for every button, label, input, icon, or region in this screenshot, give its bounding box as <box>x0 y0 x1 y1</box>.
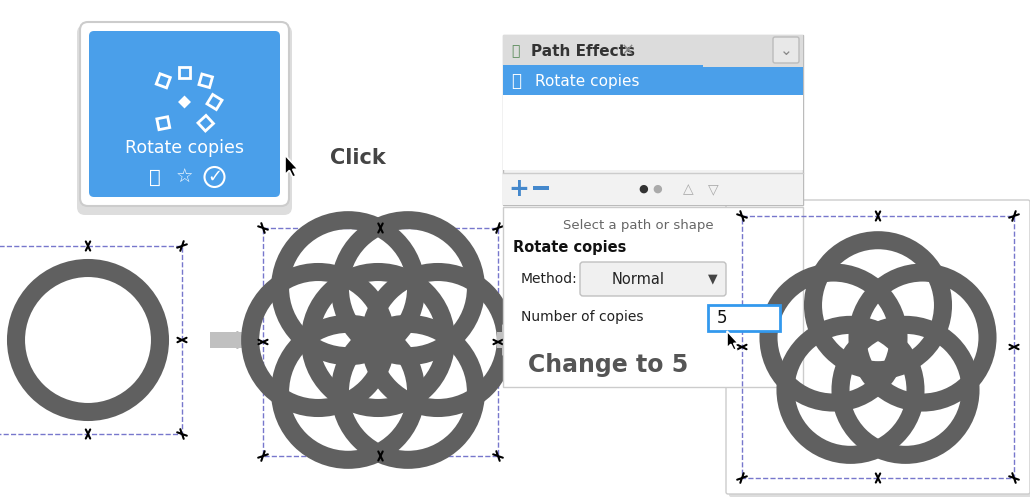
Text: Method:: Method: <box>521 272 578 286</box>
Text: 👁: 👁 <box>511 72 521 90</box>
Text: Number of copies: Number of copies <box>521 310 644 324</box>
Text: ▼: ▼ <box>709 272 718 285</box>
Polygon shape <box>179 97 190 107</box>
Text: ☆: ☆ <box>176 168 194 187</box>
Text: ×: × <box>621 42 634 60</box>
FancyBboxPatch shape <box>726 200 1030 494</box>
Text: ⌄: ⌄ <box>780 42 792 57</box>
Text: Rotate copies: Rotate copies <box>125 139 244 157</box>
Text: ⓘ: ⓘ <box>148 168 161 187</box>
Text: ✓: ✓ <box>207 168 222 186</box>
Text: +: + <box>509 177 529 201</box>
Bar <box>263 228 497 456</box>
Bar <box>503 35 803 67</box>
Bar <box>0 246 182 434</box>
Text: Path Effects: Path Effects <box>531 43 636 58</box>
Text: ●: ● <box>639 184 648 194</box>
Text: Rotate copies: Rotate copies <box>513 240 626 254</box>
Text: ▽: ▽ <box>708 182 718 196</box>
FancyBboxPatch shape <box>503 207 803 387</box>
Text: Click: Click <box>330 148 386 168</box>
Text: △: △ <box>683 182 693 196</box>
FancyBboxPatch shape <box>772 37 799 63</box>
Text: 🖌: 🖌 <box>511 44 519 58</box>
FancyBboxPatch shape <box>77 25 291 215</box>
Text: 5: 5 <box>717 309 727 327</box>
Text: Change to 5: Change to 5 <box>527 353 688 377</box>
Bar <box>533 186 549 190</box>
FancyBboxPatch shape <box>580 262 726 296</box>
Text: Normal: Normal <box>612 271 664 286</box>
Bar <box>503 173 803 205</box>
FancyBboxPatch shape <box>503 35 803 205</box>
Polygon shape <box>727 331 739 350</box>
Bar <box>503 67 803 95</box>
Polygon shape <box>285 155 299 177</box>
Text: Rotate copies: Rotate copies <box>535 73 640 88</box>
FancyBboxPatch shape <box>729 203 1030 497</box>
Text: ●: ● <box>652 184 662 194</box>
Bar <box>742 216 1014 478</box>
Bar <box>503 67 803 170</box>
FancyBboxPatch shape <box>80 22 289 206</box>
FancyBboxPatch shape <box>89 31 280 197</box>
Bar <box>503 65 703 67</box>
Bar <box>708 305 780 331</box>
Polygon shape <box>497 324 516 356</box>
Polygon shape <box>210 324 258 356</box>
Text: Select a path or shape: Select a path or shape <box>562 219 714 232</box>
